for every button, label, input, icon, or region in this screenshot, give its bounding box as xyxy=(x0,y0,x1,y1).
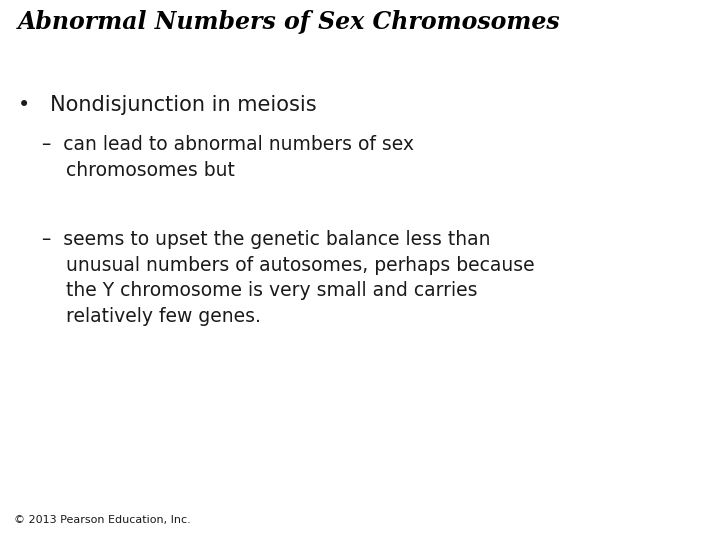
Text: –  seems to upset the genetic balance less than
    unusual numbers of autosomes: – seems to upset the genetic balance les… xyxy=(42,230,535,326)
Text: Abnormal Numbers of Sex Chromosomes: Abnormal Numbers of Sex Chromosomes xyxy=(18,10,561,34)
Text: •   Nondisjunction in meiosis: • Nondisjunction in meiosis xyxy=(18,95,317,115)
Text: © 2013 Pearson Education, Inc.: © 2013 Pearson Education, Inc. xyxy=(14,515,191,525)
Text: –  can lead to abnormal numbers of sex
    chromosomes but: – can lead to abnormal numbers of sex ch… xyxy=(42,135,414,180)
